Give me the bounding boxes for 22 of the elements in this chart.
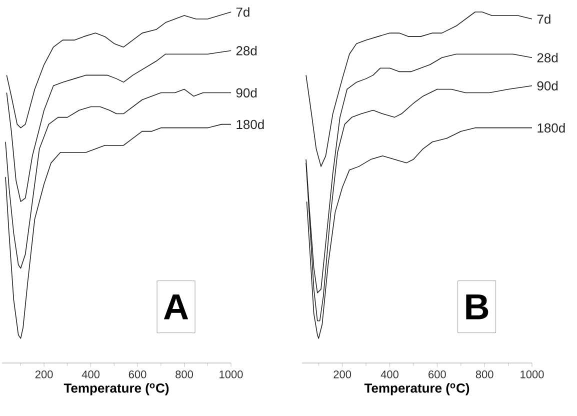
annotation: A	[164, 294, 188, 320]
text: Temperature ($^{o}$C)	[364, 383, 470, 396]
series-label: 180d	[236, 120, 264, 130]
series-label: 7d	[236, 7, 250, 17]
text: Temperature ($^{o}$C)	[64, 383, 169, 396]
series-label: 7d	[537, 14, 550, 24]
x-tick-label: 400	[380, 370, 398, 378]
x-tick-label: 400	[82, 370, 100, 378]
annotation: B	[466, 294, 488, 320]
series-label: 180d	[538, 123, 565, 133]
x-tick-label: 200	[35, 370, 53, 378]
x-tick-label: 1000	[520, 370, 544, 378]
series-label: 28d	[537, 52, 558, 62]
x-tick-label: 200	[334, 370, 352, 378]
x-tick-label: 800	[476, 370, 494, 378]
x-tick-label: 600	[428, 370, 446, 378]
series-label: 90d	[236, 88, 257, 98]
x-tick-label: 800	[176, 370, 194, 378]
series-label: 90d	[537, 80, 558, 90]
series-label: 28d	[236, 46, 257, 56]
x-tick-label: 600	[128, 370, 146, 378]
x-tick-label: 1000	[220, 370, 243, 378]
